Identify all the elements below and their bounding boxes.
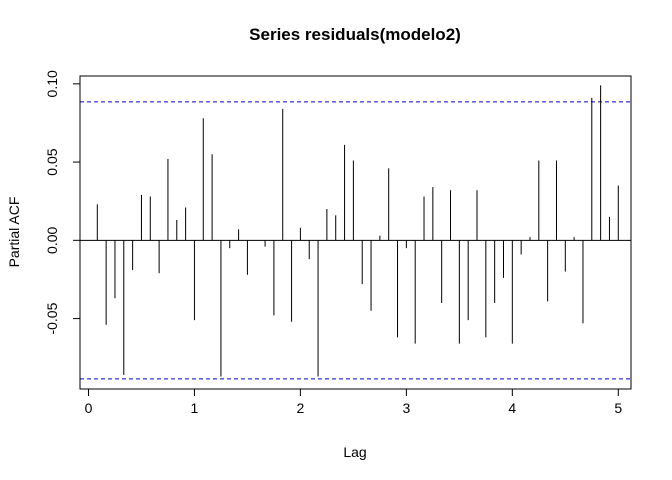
y-tick-label: -0.05 [44,302,60,334]
x-tick-label: 0 [85,400,93,416]
plot-frame [79,75,632,390]
y-tick-label: 0.10 [44,70,60,97]
plot-area [80,85,631,380]
x-tick-label: 4 [508,400,516,416]
x-tick-label: 5 [614,400,622,416]
x-axis-label: Lag [343,444,366,460]
x-tick-label: 3 [402,400,410,416]
y-axis-label: Partial ACF [6,197,22,268]
x-axis: 0 1 2 3 4 5 [85,388,622,416]
x-tick-label: 1 [191,400,199,416]
chart-title: Series residuals(modelo2) [249,25,461,44]
x-tick-label: 2 [297,400,305,416]
y-tick-label: 0.05 [44,148,60,175]
y-axis: -0.05 0.00 0.05 0.10 [44,70,81,335]
y-tick-label: 0.00 [44,226,60,253]
